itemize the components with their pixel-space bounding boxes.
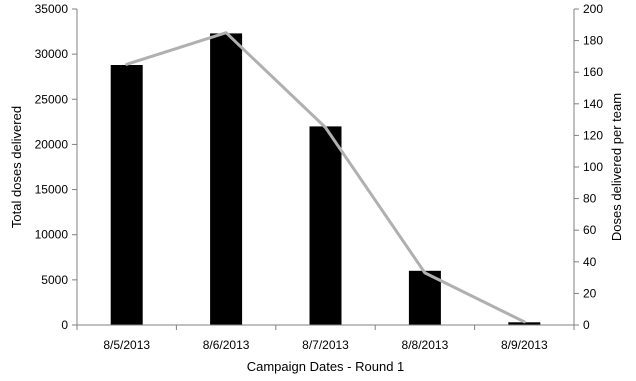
- bar: [508, 322, 541, 325]
- tick-label: 80: [583, 192, 597, 206]
- tick-label: 8/9/2013: [501, 338, 548, 352]
- bar: [110, 65, 143, 325]
- tick-label: 30000: [35, 47, 69, 61]
- left-y-axis-ticks: 0 5000 10000 15000 20000 25000 30000 35000: [35, 2, 77, 332]
- tick-label: 8/5/2013: [103, 338, 150, 352]
- tick-label: 100: [583, 160, 603, 174]
- x-axis-ticks: 8/5/2013 8/6/2013 8/7/2013 8/8/2013 8/9/2013: [76, 325, 575, 352]
- bar: [408, 270, 441, 325]
- tick-label: 8/6/2013: [203, 338, 250, 352]
- x-axis-title: Campaign Dates - Round 1: [247, 359, 405, 374]
- tick-label: 200: [583, 2, 603, 16]
- right-y-axis-title: Doses delivered per team: [609, 93, 624, 241]
- tick-label: 10000: [35, 228, 69, 242]
- left-y-axis-title: Total doses delivered: [9, 106, 24, 228]
- tick-label: 35000: [35, 2, 69, 16]
- tick-label: 0: [61, 318, 68, 332]
- tick-label: 60: [583, 223, 597, 237]
- tick-label: 20: [583, 286, 597, 300]
- tick-label: 120: [583, 128, 603, 142]
- tick-label: 25000: [35, 92, 69, 106]
- bar: [210, 33, 243, 326]
- tick-label: 40: [583, 255, 597, 269]
- tick-label: 140: [583, 97, 603, 111]
- right-y-axis-ticks: 0 20 40 60 80 100 120 140 160 180 200: [574, 2, 603, 332]
- bar: [309, 126, 342, 326]
- tick-label: 8/7/2013: [302, 338, 349, 352]
- line-series: [125, 31, 526, 324]
- tick-label: 180: [583, 34, 603, 48]
- tick-label: 8/8/2013: [402, 338, 449, 352]
- series-line: [125, 31, 526, 324]
- tick-label: 20000: [35, 137, 69, 151]
- tick-label: 15000: [35, 183, 69, 197]
- tick-label: 5000: [41, 273, 68, 287]
- tick-label: 160: [583, 65, 603, 79]
- bar-series: [110, 33, 541, 326]
- tick-label: 0: [583, 318, 590, 332]
